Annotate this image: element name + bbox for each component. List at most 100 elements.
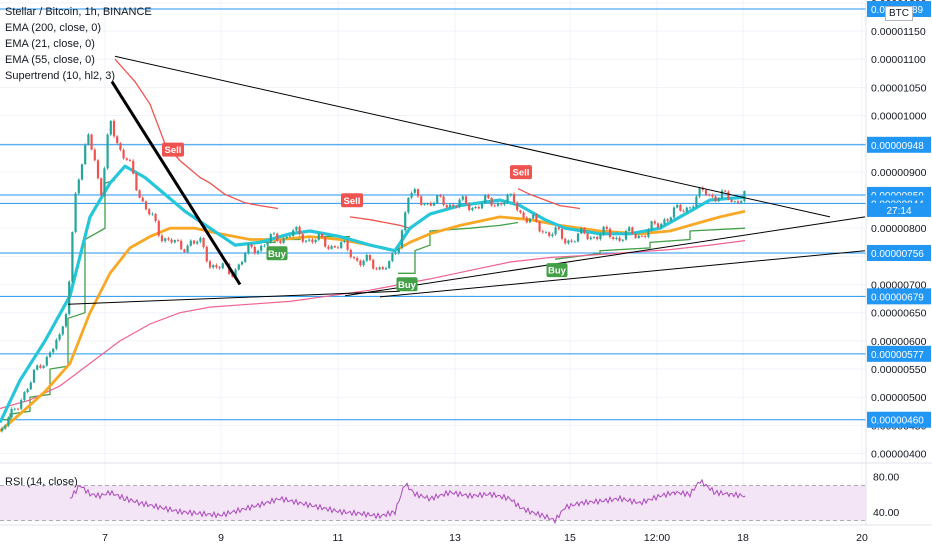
candle-body [298, 226, 301, 235]
candle-body [292, 230, 295, 236]
candle-body [698, 187, 701, 197]
candle-body [455, 206, 458, 208]
candle-body [61, 326, 64, 335]
level-label: 0.00000948 [871, 141, 924, 152]
candle-body [672, 207, 676, 218]
candle-body [567, 240, 570, 244]
level-label-bg [867, 288, 931, 305]
candle-body [276, 233, 279, 242]
candle-body [442, 196, 445, 206]
candles [0, 119, 746, 433]
candle-body [573, 241, 576, 243]
candle-body [615, 237, 618, 239]
candle-body [96, 160, 100, 179]
candle-body [634, 233, 637, 238]
candle-body [717, 198, 720, 202]
candle-body [426, 203, 429, 205]
candle-body [743, 191, 746, 202]
supertrend-segment [0, 179, 116, 421]
candle-body [167, 238, 170, 240]
candle-body [362, 260, 365, 266]
candle-body [234, 269, 237, 277]
buy-signal [266, 246, 288, 261]
y-tick-label: 0.00001050 [871, 82, 927, 94]
candle-body [490, 197, 493, 206]
candle-body [471, 208, 474, 211]
candle-body [432, 202, 436, 206]
candle-body [279, 241, 282, 244]
candle-body [564, 238, 567, 244]
candle-body [522, 212, 525, 218]
supertrend-segment [398, 221, 519, 274]
candle-body [154, 213, 157, 222]
candle-body [551, 234, 554, 237]
candle-body [391, 253, 394, 262]
candle-body [327, 246, 330, 249]
y-tick-label: 0.00000600 [871, 336, 927, 348]
candle-body [32, 369, 36, 383]
symbol-title: Stellar / Bitcoin, 1h, BINANCE [5, 6, 152, 18]
candle-body [116, 136, 119, 144]
candle-body [592, 236, 596, 238]
signal-label: Sell [513, 168, 530, 179]
candle-body [317, 234, 320, 240]
y-tick-label: 0.00000800 [871, 223, 927, 235]
candle-body [301, 234, 304, 242]
candle-body [170, 239, 173, 243]
candle-body [560, 229, 564, 239]
candle-body [461, 196, 464, 200]
candle-body [474, 206, 477, 209]
level-label: 0.00000679 [871, 292, 924, 303]
candle-body [445, 205, 448, 208]
candle-body [343, 240, 346, 243]
candle-body [538, 221, 541, 232]
ema55-path [0, 209, 746, 433]
candle-body [496, 203, 500, 206]
candle-body [688, 207, 692, 209]
candle-body [349, 249, 352, 258]
candle-body [314, 239, 317, 243]
candle-body [7, 417, 10, 426]
candle-body [528, 218, 532, 223]
candle-body [103, 168, 106, 196]
candle-body [80, 164, 84, 180]
candle-body [45, 356, 48, 366]
y-tick-label: 0.00000550 [871, 364, 927, 376]
candle-body [436, 195, 439, 203]
candle-body [666, 219, 669, 221]
y-tick-label: 0.00000500 [871, 392, 927, 404]
candle-body [189, 240, 192, 246]
candle-body [580, 228, 583, 234]
currency-badge[interactable]: BTC [885, 6, 913, 21]
candle-body [125, 158, 128, 160]
candle-body [119, 143, 122, 150]
supertrend-segment [554, 227, 746, 260]
candle-body [714, 196, 717, 202]
candle-body [68, 281, 71, 315]
candle-body [71, 232, 74, 282]
candle-body [372, 259, 375, 269]
candle-body [346, 240, 349, 250]
y-tick-label: 0.00000650 [871, 308, 927, 320]
candle-body [90, 134, 93, 150]
candle-body [26, 389, 29, 393]
candle-body [532, 214, 535, 219]
trendline [344, 216, 866, 297]
candle-body [727, 191, 730, 200]
candle-body [621, 239, 624, 241]
candle-body [244, 253, 247, 262]
candle-body [464, 196, 468, 204]
candle-body [404, 212, 407, 231]
candle-body [596, 236, 599, 240]
y-tick-label: 0.00000400 [871, 449, 927, 461]
candle-body [400, 230, 404, 248]
candle-body [708, 194, 711, 196]
candle-body [304, 240, 308, 242]
countdown-bg [867, 202, 931, 217]
candle-body [93, 149, 96, 161]
candle-body [650, 221, 653, 230]
candle-body [84, 144, 87, 165]
candle-body [122, 149, 125, 159]
candle-body [330, 246, 333, 249]
